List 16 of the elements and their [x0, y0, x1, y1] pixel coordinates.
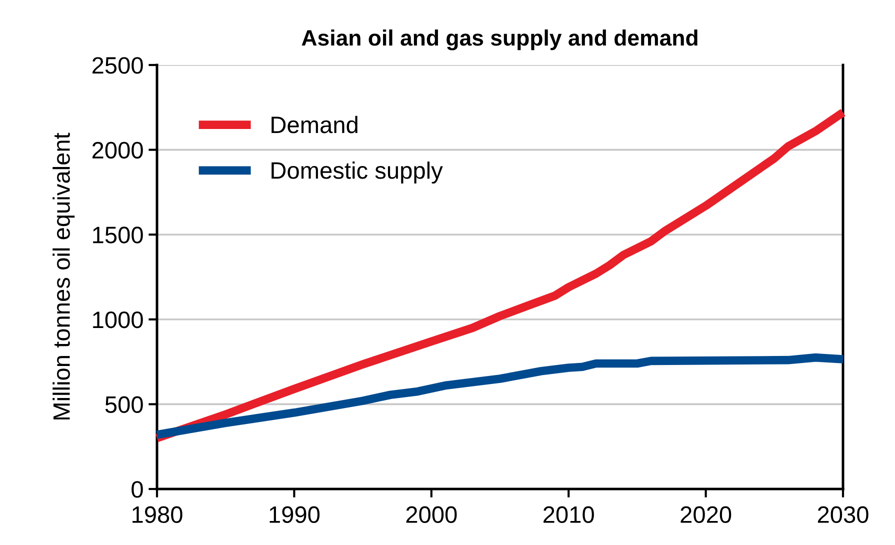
legend-label: Demand — [272, 116, 358, 134]
legend-label: Domestic supply — [272, 162, 443, 184]
x-tick-label: 2010 — [544, 506, 594, 524]
y-tick-label: 2500 — [92, 57, 143, 74]
y-tick-label: 1000 — [93, 311, 143, 328]
y-tick-label: 1500 — [93, 226, 143, 244]
x-tick-label: 2020 — [680, 506, 732, 524]
y-tick-label: 0 — [132, 481, 143, 498]
x-tick-label: 1980 — [132, 506, 182, 524]
x-tick-label: 1990 — [270, 506, 320, 524]
y-tick-label: 2000 — [92, 142, 143, 159]
x-tick-label: 2000 — [406, 506, 457, 524]
y-tick-label: 500 — [105, 396, 143, 413]
x-tick-label: 2030 — [818, 506, 868, 524]
chart-title: Asian oil and gas supply and demand — [302, 29, 698, 50]
y-axis-title: Million tonnes oil equivalent — [52, 132, 75, 420]
